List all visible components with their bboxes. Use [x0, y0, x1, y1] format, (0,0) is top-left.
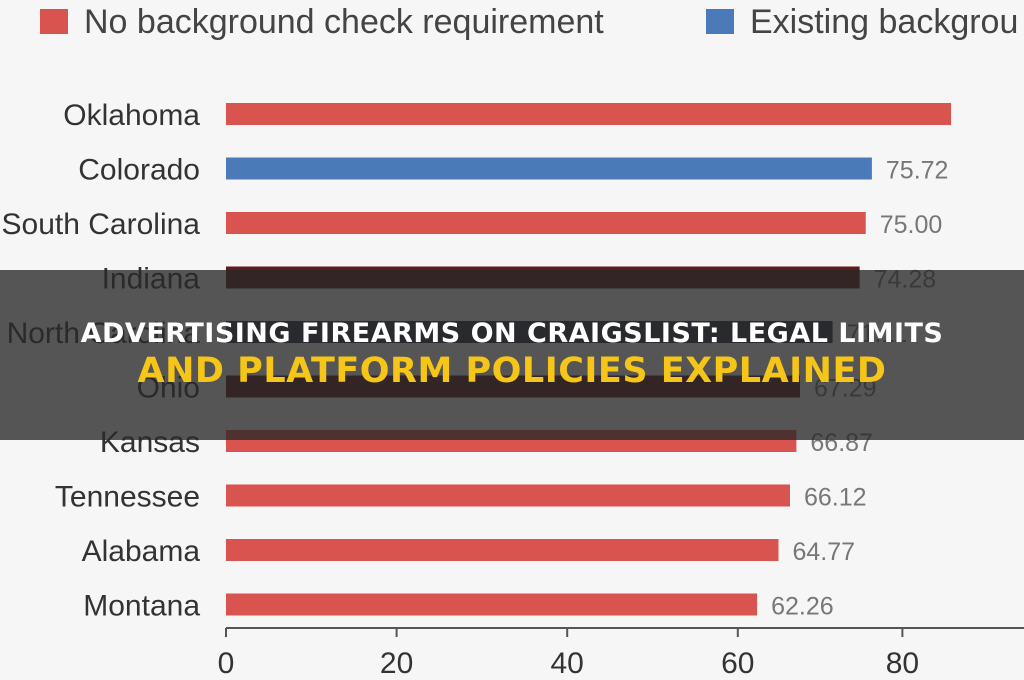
banner-title-line-1: Advertising Firearms On Craigslist: Lega…: [80, 317, 944, 349]
bar-alabama: [226, 539, 779, 561]
value-label: 75.00: [880, 211, 943, 239]
legend-label-no_check: No background check requirement: [84, 3, 604, 41]
title-banner: Advertising Firearms On Craigslist: Lega…: [0, 270, 1024, 440]
legend-swatch-no_check: [40, 9, 68, 34]
bar-montana: [226, 593, 758, 616]
value-label: 66.12: [804, 484, 867, 512]
category-label: Montana: [83, 590, 200, 623]
bar-oklahoma: [226, 103, 952, 125]
category-label: Tennessee: [55, 481, 200, 514]
value-label: 64.77: [792, 538, 855, 566]
banner-title-line-2: And Platform Policies Explained: [137, 351, 887, 392]
value-label: 75.72: [886, 157, 949, 185]
x-tick-label: 60: [721, 647, 754, 680]
x-tick-label: 20: [380, 647, 413, 680]
value-label: 62.26: [771, 593, 834, 621]
legend-swatch-existing: [706, 9, 734, 34]
x-tick-label: 80: [886, 647, 919, 680]
x-tick-label: 40: [551, 647, 584, 680]
legend-label-existing: Existing backgrou: [750, 3, 1018, 41]
bar-tennessee: [226, 484, 791, 507]
category-label: South Carolina: [2, 208, 201, 241]
bar-colorado: [226, 157, 872, 180]
category-label: Colorado: [78, 154, 200, 187]
bar-south-carolina: [226, 212, 866, 234]
category-label: Oklahoma: [63, 99, 200, 132]
category-label: Alabama: [82, 535, 201, 568]
x-tick-label: 0: [218, 647, 235, 680]
